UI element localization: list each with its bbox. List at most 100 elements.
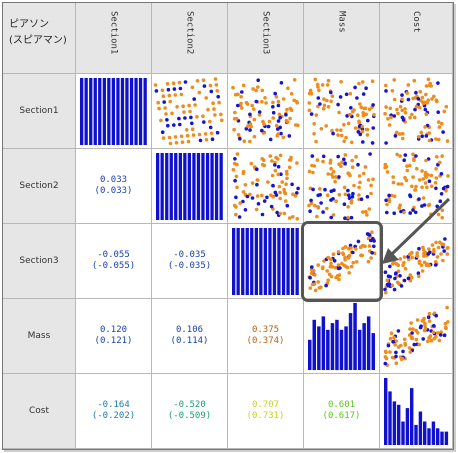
scatter-point bbox=[414, 154, 418, 158]
scatter-point bbox=[409, 336, 414, 340]
scatter-point bbox=[268, 154, 273, 158]
scatter-point bbox=[418, 89, 423, 94]
scatter-point bbox=[406, 97, 411, 102]
scatter-point bbox=[239, 101, 243, 106]
scatter-point bbox=[319, 127, 324, 131]
scatter-section1-vs-section3 bbox=[228, 74, 304, 149]
scatter-point bbox=[178, 122, 182, 127]
scatter-point bbox=[278, 153, 283, 158]
column-header-label: Section3 bbox=[260, 11, 271, 55]
scatter-point bbox=[211, 101, 215, 105]
scatter-point bbox=[273, 168, 278, 173]
scatter-point bbox=[427, 247, 431, 251]
scatter-point bbox=[371, 126, 375, 130]
scatter-point bbox=[392, 211, 396, 215]
scatter-point bbox=[393, 343, 397, 347]
scatter-point bbox=[165, 82, 170, 86]
scatter-point bbox=[430, 243, 435, 247]
scatter-point bbox=[354, 155, 358, 159]
scatter-point bbox=[436, 163, 440, 167]
scatter-point bbox=[251, 87, 255, 91]
scatter-point bbox=[445, 305, 449, 310]
scatter-point bbox=[434, 334, 438, 339]
scatter-point bbox=[403, 110, 408, 115]
scatter-point bbox=[315, 214, 319, 219]
scatter-point bbox=[332, 188, 336, 192]
histogram-bar bbox=[339, 329, 344, 370]
scatter-point bbox=[285, 176, 289, 181]
scatter-point bbox=[341, 252, 346, 257]
scatter-point bbox=[317, 88, 321, 93]
scatter-point bbox=[424, 263, 429, 268]
scatter-point bbox=[434, 186, 438, 191]
row-header-cost: Cost bbox=[3, 374, 76, 449]
scatter-point bbox=[349, 215, 354, 220]
scatter-point bbox=[440, 208, 445, 213]
scatter-point bbox=[278, 125, 282, 130]
scatter-point bbox=[198, 138, 203, 143]
scatter-point bbox=[445, 139, 450, 143]
scatter-point bbox=[387, 196, 391, 201]
histogram-bar bbox=[84, 78, 88, 145]
scatter-point bbox=[431, 250, 436, 254]
scatter-point bbox=[285, 107, 289, 112]
scatter-point bbox=[363, 165, 368, 169]
scatter-point bbox=[385, 282, 390, 287]
scatter-point bbox=[192, 97, 196, 101]
scatter-point bbox=[417, 105, 422, 110]
histogram-bar bbox=[436, 428, 440, 446]
highlight-box bbox=[301, 221, 383, 302]
histogram-bar bbox=[410, 388, 414, 445]
scatter-point bbox=[402, 255, 407, 259]
scatter-point bbox=[364, 112, 368, 117]
scatter-point bbox=[309, 201, 314, 205]
scatter-section2-vs-cost bbox=[380, 149, 453, 224]
scatter-point bbox=[295, 161, 299, 165]
scatter-point bbox=[287, 158, 292, 162]
scatter-point bbox=[410, 184, 414, 189]
column-header-cost: Cost bbox=[380, 3, 453, 74]
scatter-point bbox=[361, 113, 366, 118]
correlation-cell-mass-section1: 0.120 (0.121) bbox=[76, 299, 152, 374]
scatter-point bbox=[326, 105, 331, 109]
scatter-point bbox=[371, 103, 375, 107]
scatter-point bbox=[295, 191, 299, 195]
scatter-point bbox=[197, 132, 202, 137]
scatter-point bbox=[310, 265, 314, 269]
scatter-point bbox=[202, 120, 206, 124]
column-header-label: Section1 bbox=[108, 11, 119, 55]
scatter-point bbox=[356, 162, 360, 167]
scatter-point bbox=[260, 157, 264, 161]
scatter-point bbox=[383, 349, 388, 354]
scatter-point bbox=[280, 180, 284, 184]
corner-label-line1: ピアソン bbox=[9, 19, 49, 30]
scatter-point bbox=[348, 112, 352, 117]
scatter-point bbox=[421, 196, 426, 200]
scatter-point bbox=[414, 337, 419, 342]
scatter-point bbox=[313, 288, 318, 293]
scatter-point bbox=[391, 175, 395, 179]
scatter-point bbox=[400, 93, 404, 97]
scatter-point bbox=[400, 108, 405, 113]
scatter-point bbox=[271, 116, 275, 120]
scatter-point bbox=[282, 187, 286, 192]
scatter-point bbox=[237, 215, 242, 219]
scatter-point bbox=[408, 211, 412, 215]
scatter-point bbox=[405, 168, 410, 173]
scatter-point bbox=[424, 158, 428, 163]
scatter-point bbox=[423, 107, 428, 112]
histogram-bar bbox=[245, 228, 249, 295]
scatter-point bbox=[422, 328, 427, 333]
spearman-value: (0.731) bbox=[246, 411, 285, 421]
scatter-point bbox=[386, 117, 390, 121]
histogram-bar bbox=[134, 78, 138, 145]
scatter-point bbox=[245, 102, 250, 106]
scatter-point bbox=[255, 178, 260, 182]
scatter-point bbox=[316, 205, 321, 210]
scatter-point bbox=[260, 88, 265, 93]
scatter-section3-vs-cost bbox=[380, 224, 453, 299]
row-header-label: Section3 bbox=[19, 256, 59, 266]
scatter-point bbox=[204, 138, 209, 142]
scatter-point bbox=[358, 132, 363, 137]
scatter-point bbox=[429, 173, 434, 178]
